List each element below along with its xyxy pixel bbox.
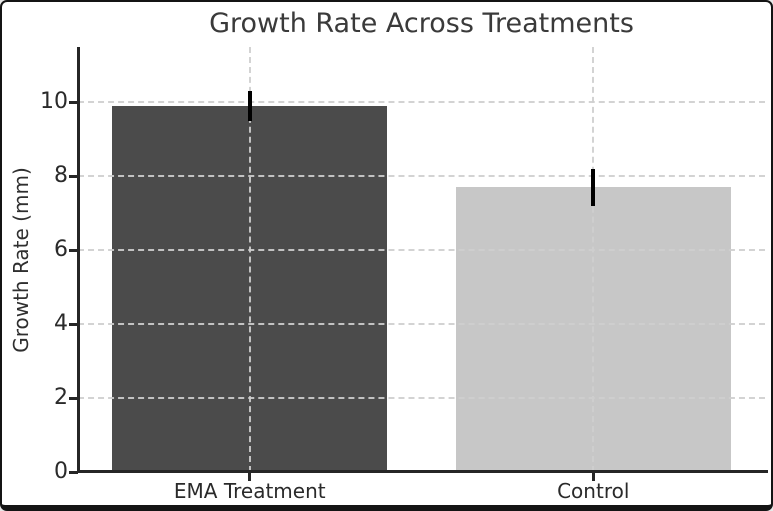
- plot-area: [78, 47, 765, 472]
- v-gridline-control: [592, 47, 595, 472]
- h-gridline-6: [78, 249, 765, 252]
- y-tick-label-10: 10: [40, 89, 68, 115]
- h-gridline-8: [78, 175, 765, 178]
- h-gridline-4: [78, 323, 765, 326]
- x-tick-label-control: Control: [557, 479, 630, 503]
- y-tick-mark-6: [69, 248, 78, 252]
- x-tick-mark-control: [591, 473, 595, 481]
- x-axis-spine: [77, 470, 768, 473]
- y-tick-mark-10: [69, 100, 78, 104]
- y-tick-mark-4: [69, 322, 78, 326]
- y-tick-mark-8: [69, 174, 78, 178]
- y-tick-label-2: 2: [54, 385, 68, 411]
- y-axis-spine: [77, 47, 80, 473]
- error-bar-ema-treatment: [247, 91, 252, 121]
- x-tick-label-ema-treatment: EMA Treatment: [173, 479, 326, 503]
- y-tick-label-6: 6: [54, 237, 68, 263]
- y-tick-label-0: 0: [54, 459, 68, 484]
- h-gridline-2: [78, 397, 765, 400]
- y-tick-label-4: 4: [54, 311, 68, 337]
- grid-layer: [78, 47, 765, 472]
- v-gridline-ema-treatment: [248, 47, 251, 472]
- error-bar-control: [591, 168, 596, 206]
- y-tick-mark-2: [69, 396, 78, 400]
- y-tick-label-8: 8: [54, 163, 68, 189]
- chart-title: Growth Rate Across Treatments: [209, 8, 634, 39]
- y-tick-mark-0: [69, 470, 78, 474]
- x-tick-mark-ema-treatment: [248, 473, 252, 481]
- error-bars-layer: [78, 47, 765, 472]
- h-gridline-10: [78, 101, 765, 104]
